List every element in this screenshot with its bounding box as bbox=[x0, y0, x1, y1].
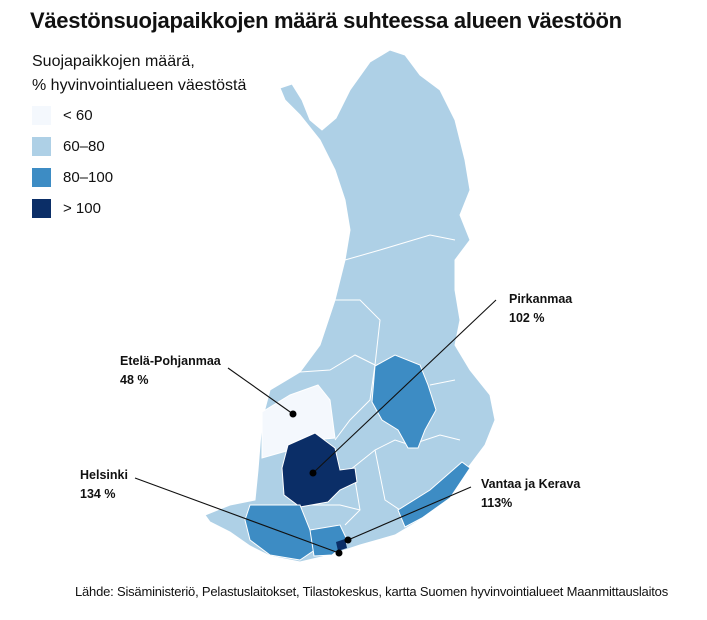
legend-title-line1: Suojapaikkojen määrä, bbox=[32, 53, 195, 70]
region-helsinki bbox=[336, 539, 347, 551]
leader-helsinki bbox=[134, 477, 340, 554]
source-note: Lähde: Sisäministeriö, Pelastuslaitokset… bbox=[75, 584, 668, 599]
legend-swatch bbox=[32, 137, 51, 156]
callout-etela-pohjanmaa: Etelä-Pohjanmaa 48 % bbox=[120, 352, 221, 390]
region-pirkanmaa bbox=[281, 432, 358, 508]
region-etela-pohjanmaa bbox=[261, 384, 336, 459]
callout-value: 48 % bbox=[120, 373, 149, 387]
callout-helsinki: Helsinki 134 % bbox=[80, 466, 128, 504]
leader-pirkanmaa bbox=[312, 299, 497, 474]
region-pohjois-savo bbox=[371, 354, 437, 449]
legend-title: Suojapaikkojen määrä, % hyvinvointialuee… bbox=[32, 50, 246, 98]
callout-name: Etelä-Pohjanmaa bbox=[120, 354, 221, 368]
legend-item-60-80: 60–80 bbox=[32, 131, 113, 162]
legend-swatch bbox=[32, 168, 51, 187]
callout-value: 134 % bbox=[80, 487, 116, 501]
callout-name: Helsinki bbox=[80, 468, 128, 482]
callout-vantaa-kerava: Vantaa ja Kerava 113% bbox=[481, 475, 580, 513]
legend-item-80-100: 80–100 bbox=[32, 162, 113, 193]
legend-swatch bbox=[32, 106, 51, 125]
callout-value: 113% bbox=[481, 496, 513, 510]
map-title: Väestönsuojapaikkojen määrä suhteessa al… bbox=[30, 8, 622, 33]
callout-pirkanmaa: Pirkanmaa 102 % bbox=[509, 290, 572, 328]
legend-label: > 100 bbox=[63, 200, 101, 217]
legend-item-lt60: < 60 bbox=[32, 100, 113, 131]
dot-vantaa-kerava bbox=[344, 536, 352, 544]
callout-name: Vantaa ja Kerava bbox=[481, 477, 581, 491]
leader-lines bbox=[134, 299, 497, 554]
callout-name: Pirkanmaa bbox=[509, 292, 573, 306]
legend-label: 80–100 bbox=[63, 169, 114, 186]
region-borders bbox=[299, 234, 461, 526]
leader-etela-pohjanmaa bbox=[227, 367, 294, 415]
callout-value: 102 % bbox=[509, 311, 545, 325]
dot-helsinki bbox=[335, 549, 343, 557]
callout-dots bbox=[289, 410, 352, 557]
leader-vantaa-kerava bbox=[347, 486, 472, 541]
legend: < 60 60–80 80–100 > 100 bbox=[32, 100, 113, 224]
dot-pirkanmaa bbox=[309, 469, 317, 477]
dot-etela-pohjanmaa bbox=[289, 410, 297, 418]
legend-item-gt100: > 100 bbox=[32, 193, 113, 224]
legend-swatch bbox=[32, 199, 51, 218]
legend-label: 60–80 bbox=[63, 138, 105, 155]
legend-label: < 60 bbox=[63, 107, 93, 124]
legend-title-line2: % hyvinvointialueen väestöstä bbox=[32, 77, 247, 94]
